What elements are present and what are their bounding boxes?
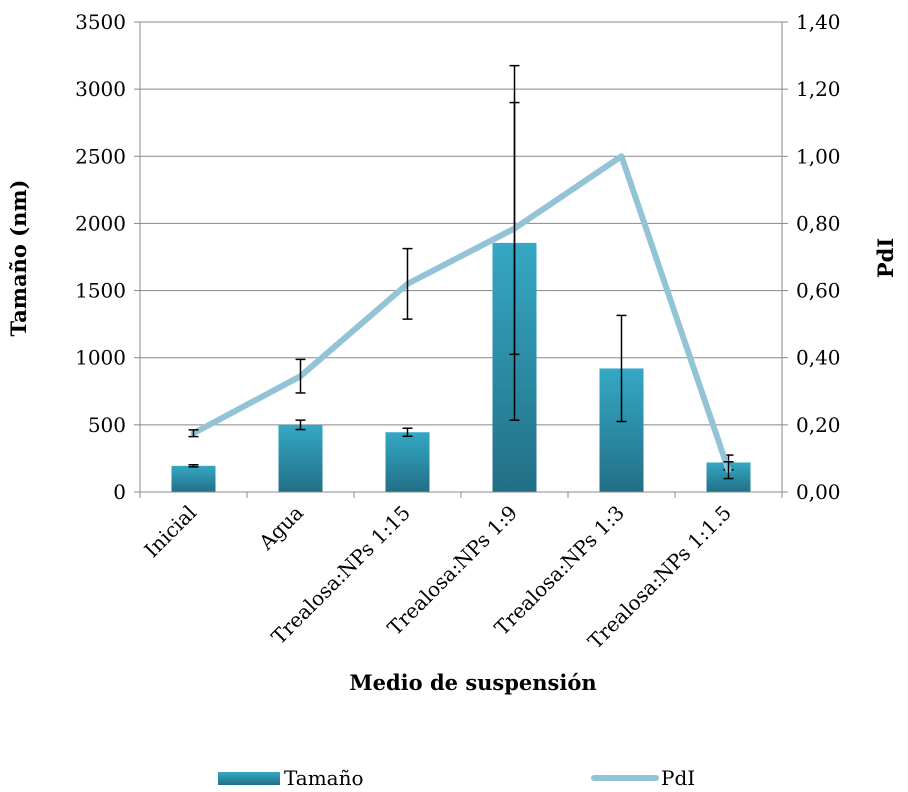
y2-tick-label: 0,60 (796, 279, 841, 303)
legend-label-pdi: PdI (661, 766, 695, 790)
y2-tick-label: 0,80 (796, 211, 841, 235)
y-tick-label: 3000 (75, 77, 126, 101)
legend-label-tamano: Tamaño (284, 766, 364, 790)
y2-tick-label: 1,00 (796, 144, 841, 168)
y2-axis-title: PdI (873, 238, 898, 278)
x-tick-label: Inicial (139, 501, 201, 563)
y-tick-label: 500 (88, 413, 126, 437)
y2-tick-labels: 0,00 0,20 0,40 0,60 0,80 1,00 1,20 1,40 (796, 10, 841, 504)
y-tick-labels: 0 500 1000 1500 2000 2500 3000 3500 (75, 10, 126, 504)
x-tick-label: Agua (254, 501, 309, 556)
pdi-line (190, 153, 732, 474)
y-tick-label: 0 (113, 480, 126, 504)
y2-tick-label: 0,00 (796, 480, 841, 504)
y-tick-label: 3500 (75, 10, 126, 34)
bar (171, 465, 216, 492)
y-tick-label: 1000 (75, 346, 126, 370)
axes (134, 21, 788, 498)
gridlines (140, 21, 782, 493)
bar-error-bars (188, 64, 734, 471)
legend-swatch-tamano (218, 772, 280, 785)
line-error-bars (188, 101, 734, 480)
bar (278, 424, 323, 492)
y2-tick-label: 1,40 (796, 10, 841, 34)
line-series (190, 153, 732, 474)
y-axis-title: Tamaño (nm) (6, 180, 31, 337)
y2-tick-label: 0,20 (796, 413, 841, 437)
x-axis-title: Medio de suspensión (349, 670, 596, 695)
bar (385, 432, 430, 492)
y-tick-label: 2500 (75, 144, 126, 168)
y-tick-label: 2000 (75, 211, 126, 235)
legend: Tamaño PdI (218, 766, 695, 790)
y-tick-label: 1500 (75, 279, 126, 303)
y2-tick-label: 0,40 (796, 346, 841, 370)
y2-tick-label: 1,20 (796, 77, 841, 101)
